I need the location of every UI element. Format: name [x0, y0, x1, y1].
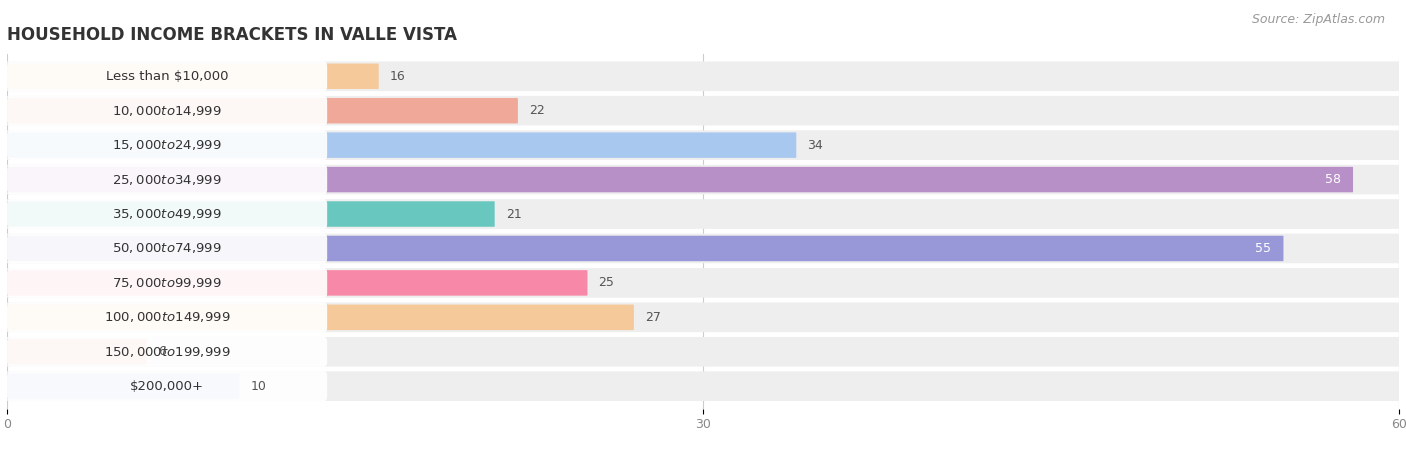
FancyBboxPatch shape: [7, 236, 1284, 261]
Text: Source: ZipAtlas.com: Source: ZipAtlas.com: [1251, 13, 1385, 26]
FancyBboxPatch shape: [7, 199, 1399, 229]
FancyBboxPatch shape: [7, 233, 328, 264]
Text: 10: 10: [250, 380, 267, 393]
FancyBboxPatch shape: [7, 61, 328, 91]
FancyBboxPatch shape: [7, 165, 1399, 194]
FancyBboxPatch shape: [7, 96, 328, 126]
FancyBboxPatch shape: [7, 199, 328, 229]
Text: $25,000 to $34,999: $25,000 to $34,999: [112, 172, 222, 187]
Text: $50,000 to $74,999: $50,000 to $74,999: [112, 242, 222, 255]
FancyBboxPatch shape: [7, 130, 328, 160]
FancyBboxPatch shape: [7, 371, 1399, 401]
FancyBboxPatch shape: [7, 98, 517, 123]
Text: $35,000 to $49,999: $35,000 to $49,999: [112, 207, 222, 221]
Text: $100,000 to $149,999: $100,000 to $149,999: [104, 310, 231, 324]
FancyBboxPatch shape: [7, 167, 1353, 192]
FancyBboxPatch shape: [7, 132, 796, 158]
FancyBboxPatch shape: [7, 303, 1399, 332]
FancyBboxPatch shape: [7, 371, 328, 401]
Text: $15,000 to $24,999: $15,000 to $24,999: [112, 138, 222, 152]
FancyBboxPatch shape: [7, 302, 328, 332]
FancyBboxPatch shape: [7, 233, 1399, 263]
FancyBboxPatch shape: [7, 201, 495, 227]
FancyBboxPatch shape: [7, 164, 328, 194]
Text: 22: 22: [529, 104, 544, 117]
Text: 16: 16: [389, 70, 405, 83]
Text: 6: 6: [157, 345, 166, 358]
Text: 58: 58: [1324, 173, 1341, 186]
Text: 55: 55: [1256, 242, 1271, 255]
FancyBboxPatch shape: [7, 270, 588, 295]
Text: $75,000 to $99,999: $75,000 to $99,999: [112, 276, 222, 290]
FancyBboxPatch shape: [7, 339, 146, 365]
Text: 25: 25: [599, 277, 614, 290]
FancyBboxPatch shape: [7, 96, 1399, 126]
Text: HOUSEHOLD INCOME BRACKETS IN VALLE VISTA: HOUSEHOLD INCOME BRACKETS IN VALLE VISTA: [7, 26, 457, 44]
FancyBboxPatch shape: [7, 374, 239, 399]
FancyBboxPatch shape: [7, 268, 1399, 298]
FancyBboxPatch shape: [7, 337, 328, 367]
Text: 27: 27: [645, 311, 661, 324]
FancyBboxPatch shape: [7, 130, 1399, 160]
Text: 34: 34: [807, 139, 823, 152]
FancyBboxPatch shape: [7, 337, 1399, 366]
FancyBboxPatch shape: [7, 268, 328, 298]
Text: $10,000 to $14,999: $10,000 to $14,999: [112, 104, 222, 118]
FancyBboxPatch shape: [7, 304, 634, 330]
FancyBboxPatch shape: [7, 63, 378, 89]
Text: $150,000 to $199,999: $150,000 to $199,999: [104, 345, 231, 359]
Text: $200,000+: $200,000+: [131, 380, 204, 393]
FancyBboxPatch shape: [7, 62, 1399, 91]
Text: Less than $10,000: Less than $10,000: [105, 70, 228, 83]
Text: 21: 21: [506, 207, 522, 220]
